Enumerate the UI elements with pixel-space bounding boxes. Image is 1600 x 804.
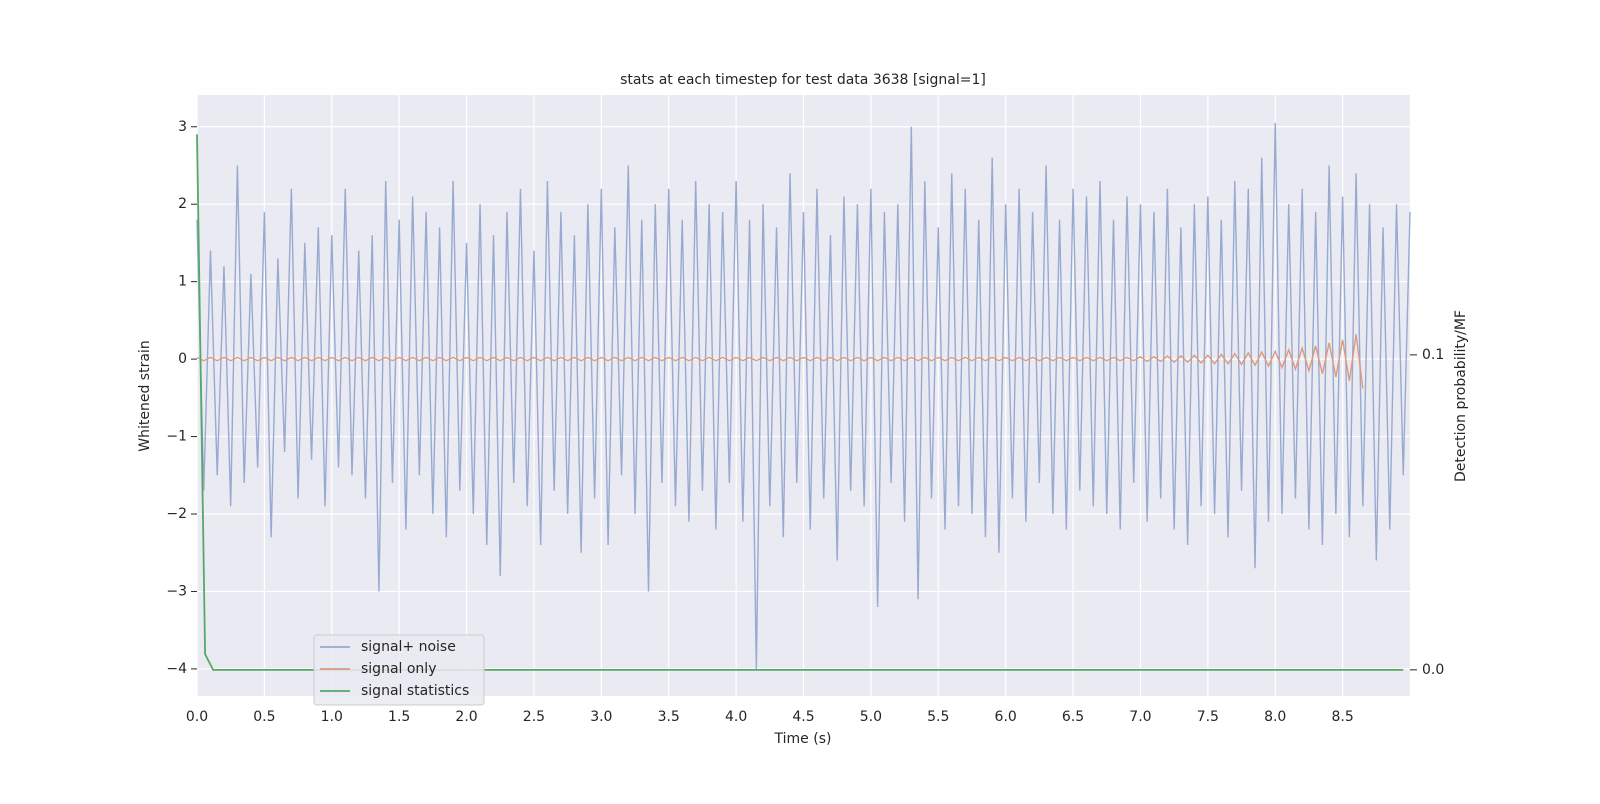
series-line (196, 134, 1404, 671)
x-tick-label: 8.5 (1331, 709, 1353, 725)
x-tick-label: 6.0 (995, 709, 1017, 725)
y2-tick-label: 0.1 (1422, 347, 1444, 363)
x-tick-label: 2.0 (455, 709, 477, 725)
y-tick-label: 3 (178, 119, 187, 135)
y-tick-label: −4 (166, 661, 187, 677)
x-tick-label: 3.0 (590, 709, 612, 725)
x-tick-label: 5.5 (927, 709, 949, 725)
x-tick-label: 0.0 (186, 709, 208, 725)
legend-label: signal statistics (361, 683, 469, 699)
y2-axis-label: Detection probability/MF (1453, 310, 1469, 482)
y-tick-label: −1 (166, 429, 187, 445)
y-tick-label: −2 (166, 506, 187, 522)
x-tick-label: 1.5 (388, 709, 410, 725)
series-line (196, 334, 1364, 389)
x-tick-label: 8.0 (1264, 709, 1286, 725)
x-tick-label: 7.5 (1197, 709, 1219, 725)
x-tick-label: 7.0 (1129, 709, 1151, 725)
x-tick-label: 5.0 (860, 709, 882, 725)
legend: signal+ noise signal only signal statistic… (313, 634, 485, 706)
y2-tick-label: 0.0 (1422, 662, 1444, 678)
legend-box (313, 634, 485, 706)
series-line (196, 122, 1411, 669)
y-tick-label: 0 (178, 351, 187, 367)
y-tick-label: 1 (178, 274, 187, 290)
legend-label: signal+ noise (361, 639, 456, 655)
legend-label: signal only (361, 661, 436, 677)
x-tick-label: 6.5 (1062, 709, 1084, 725)
x-tick-label: 4.5 (792, 709, 814, 725)
x-tick-label: 0.5 (253, 709, 275, 725)
chart-title: stats at each timestep for test data 363… (620, 72, 986, 88)
marks (196, 122, 1411, 671)
x-tick-label: 1.0 (321, 709, 343, 725)
y-tick-label: 2 (178, 196, 187, 212)
x-tick-label: 4.0 (725, 709, 747, 725)
x-tick-label: 2.5 (523, 709, 545, 725)
x-tick-label: 3.5 (658, 709, 680, 725)
x-axis-label: Time (s) (774, 731, 832, 747)
y-tick-label: −3 (166, 583, 187, 599)
y-axis-label: Whitened strain (137, 340, 153, 451)
